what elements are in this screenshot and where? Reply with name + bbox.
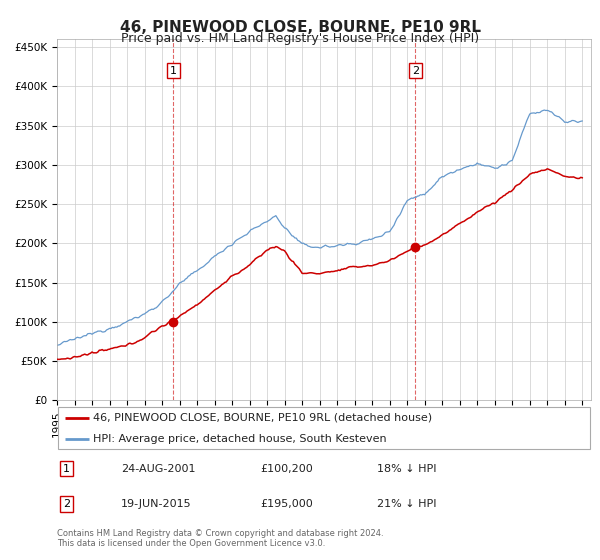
Text: 46, PINEWOOD CLOSE, BOURNE, PE10 9RL (detached house): 46, PINEWOOD CLOSE, BOURNE, PE10 9RL (de… [94, 413, 433, 423]
Text: 2: 2 [63, 499, 70, 509]
Text: 21% ↓ HPI: 21% ↓ HPI [377, 499, 437, 509]
FancyBboxPatch shape [58, 407, 590, 449]
Text: 24-AUG-2001: 24-AUG-2001 [121, 464, 196, 474]
Text: Contains HM Land Registry data © Crown copyright and database right 2024.: Contains HM Land Registry data © Crown c… [57, 529, 383, 538]
Text: 2: 2 [412, 66, 419, 76]
Text: 1: 1 [63, 464, 70, 474]
Text: 46, PINEWOOD CLOSE, BOURNE, PE10 9RL: 46, PINEWOOD CLOSE, BOURNE, PE10 9RL [119, 20, 481, 35]
Text: 19-JUN-2015: 19-JUN-2015 [121, 499, 192, 509]
Text: This data is licensed under the Open Government Licence v3.0.: This data is licensed under the Open Gov… [57, 539, 325, 548]
Text: £100,200: £100,200 [260, 464, 313, 474]
Text: HPI: Average price, detached house, South Kesteven: HPI: Average price, detached house, Sout… [94, 434, 387, 444]
Text: 18% ↓ HPI: 18% ↓ HPI [377, 464, 437, 474]
Text: 1: 1 [170, 66, 177, 76]
Text: Price paid vs. HM Land Registry's House Price Index (HPI): Price paid vs. HM Land Registry's House … [121, 32, 479, 45]
Text: £195,000: £195,000 [260, 499, 313, 509]
